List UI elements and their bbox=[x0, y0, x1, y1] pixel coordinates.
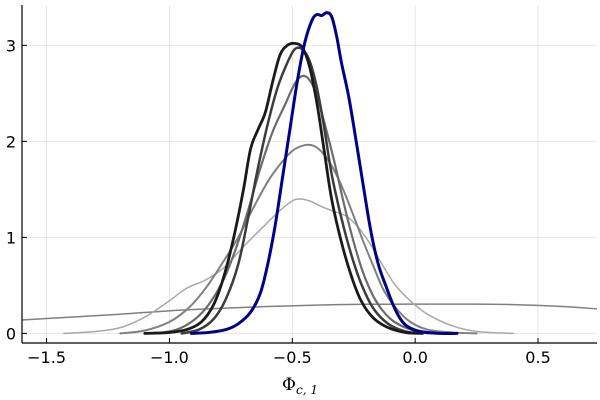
x-tick-label: 0.5 bbox=[525, 348, 550, 367]
series-layer bbox=[22, 11, 597, 336]
x-tick-label: 0.0 bbox=[402, 348, 427, 367]
density-line-1 bbox=[22, 303, 597, 321]
density-line-7 bbox=[190, 11, 459, 336]
x-tick-label: −1.0 bbox=[150, 348, 189, 367]
axes-layer bbox=[21, 5, 597, 344]
y-tick-label: 2 bbox=[6, 132, 16, 151]
x-tick-label: −1.5 bbox=[27, 348, 66, 367]
y-tick-label: 3 bbox=[6, 36, 16, 55]
density-line-2 bbox=[63, 198, 515, 335]
x-axis-title: Φc, 1 bbox=[282, 375, 318, 397]
y-tick-label: 1 bbox=[6, 228, 16, 247]
grid-layer bbox=[22, 5, 597, 343]
ticks-layer: −1.5 −1.0 −0.5 0.0 0.5 0 1 2 3 bbox=[6, 36, 551, 367]
x-tick-label: −0.5 bbox=[273, 348, 312, 367]
density-line-6 bbox=[143, 41, 424, 335]
y-tick-label: 0 bbox=[6, 324, 16, 343]
